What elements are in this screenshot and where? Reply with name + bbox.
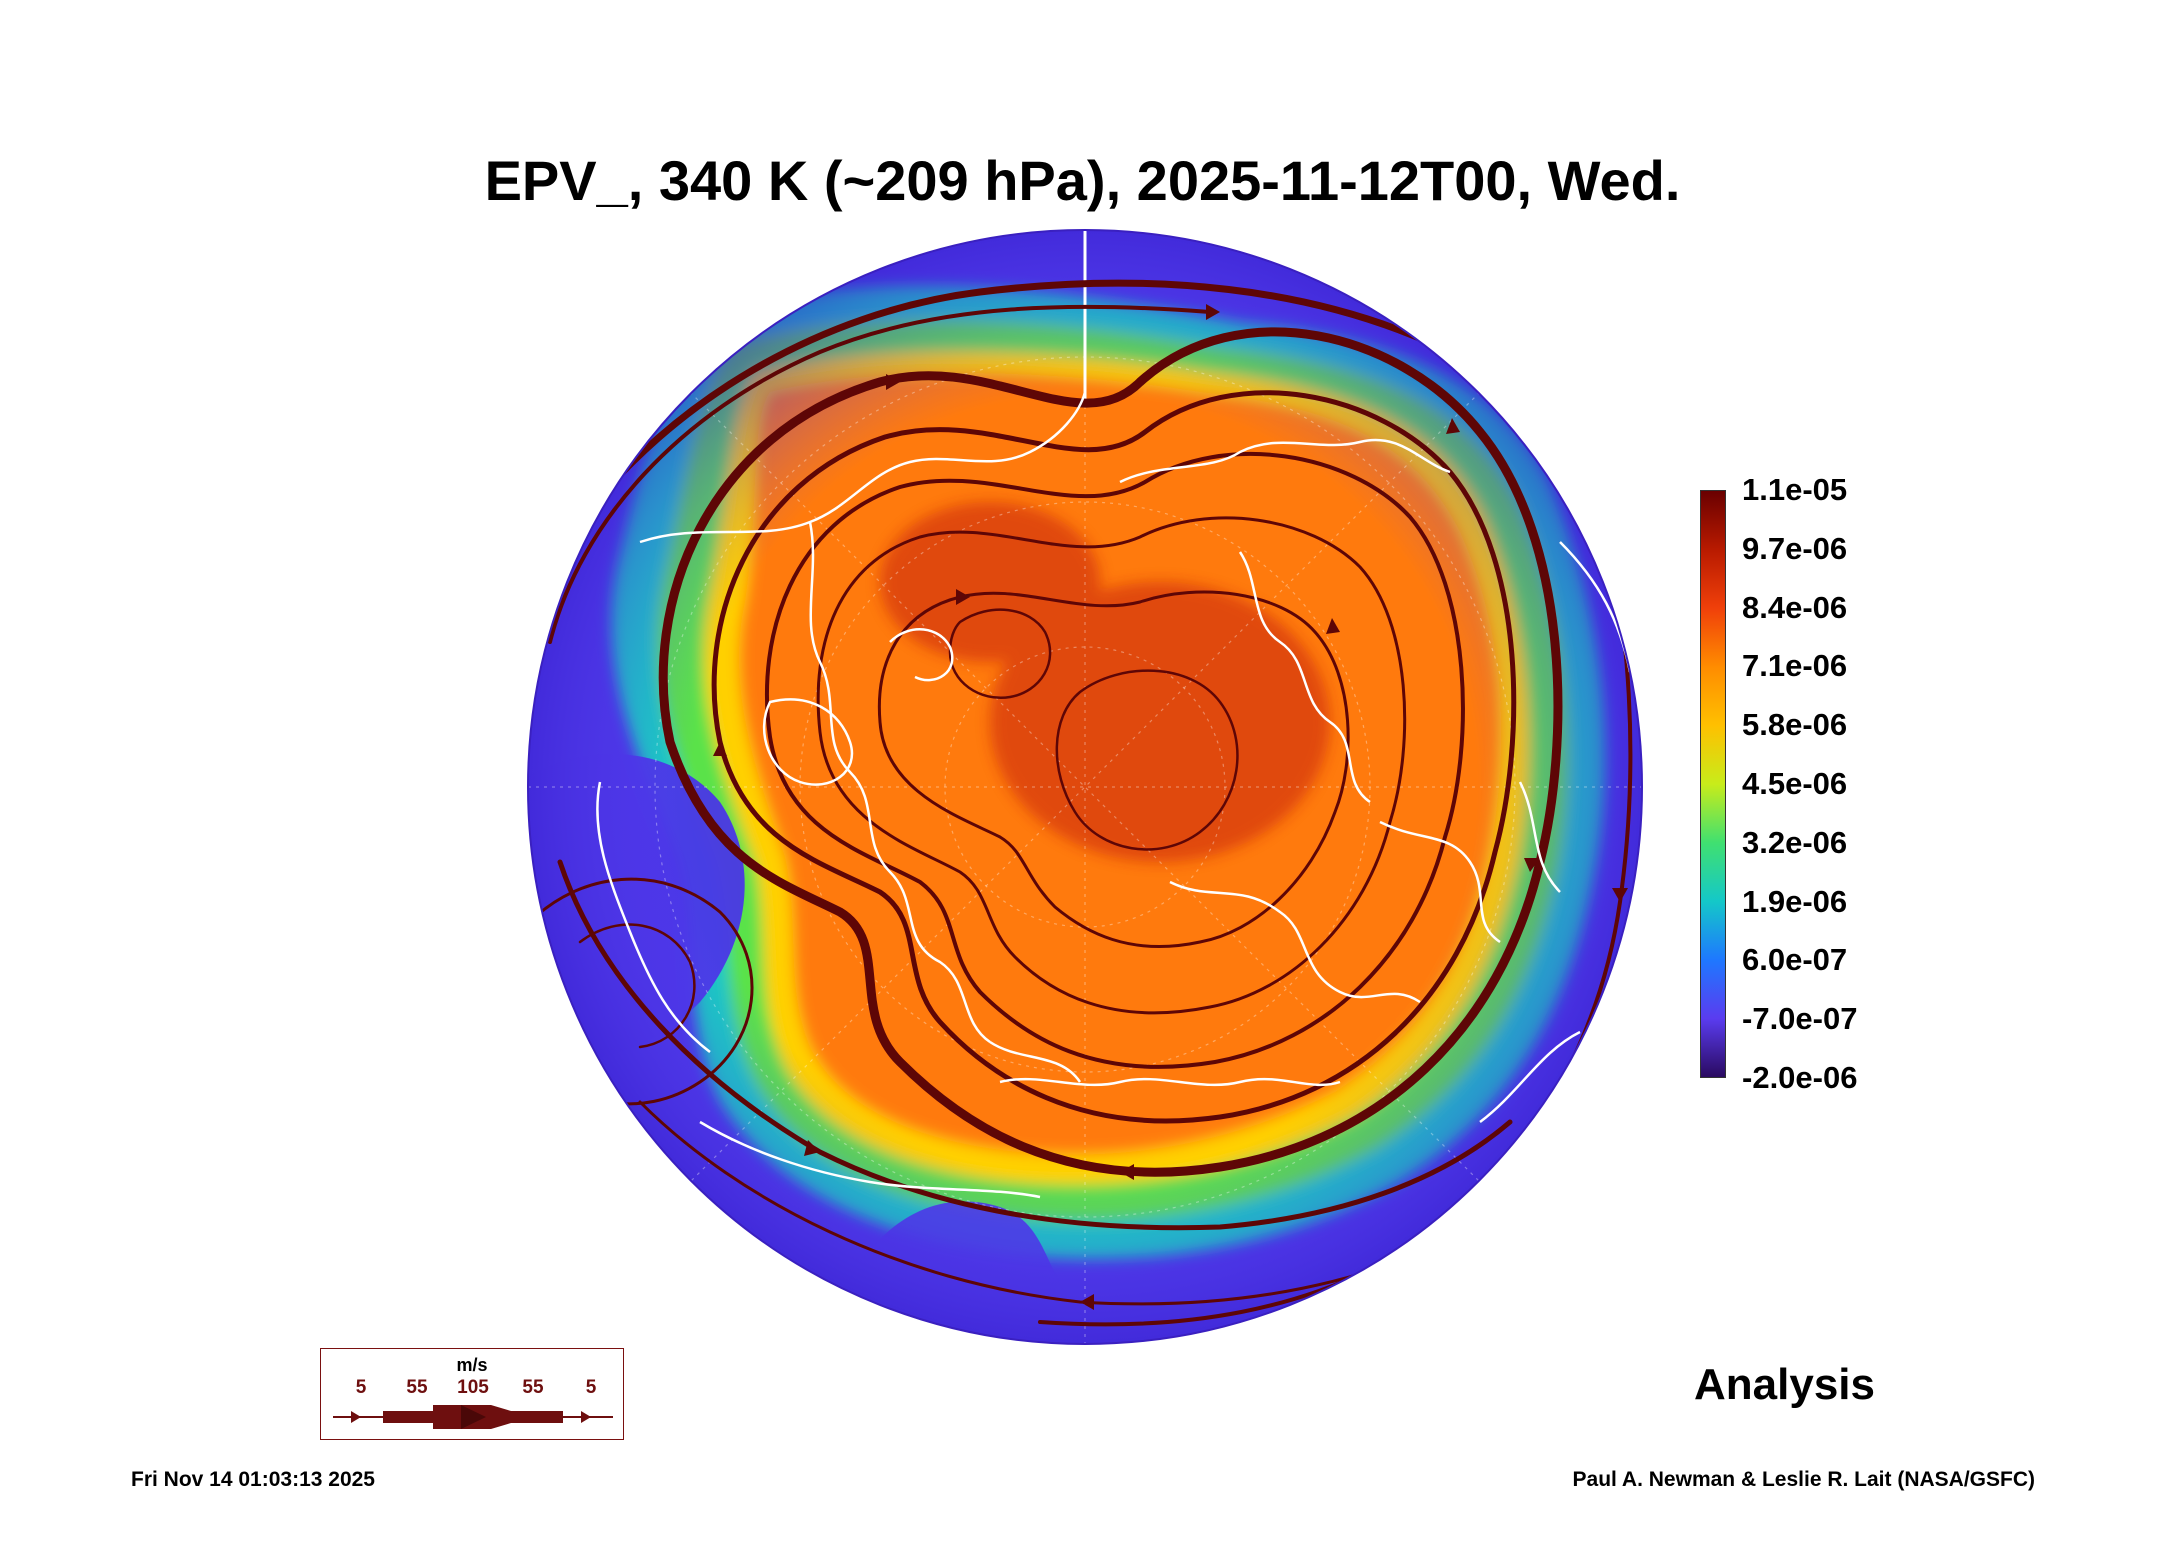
map-border: [527, 229, 1643, 1345]
colorbar-tick-label: 5.8e-06: [1742, 707, 1848, 743]
colorbar-tick-label: 3.2e-06: [1742, 824, 1848, 860]
colorbar-tick-label: 7.1e-06: [1742, 648, 1848, 684]
analysis-label: Analysis: [1694, 1360, 1875, 1409]
colorbar-tick-label: 1.9e-06: [1742, 883, 1848, 919]
polar-map: [527, 229, 1643, 1345]
timestamp: Fri Nov 14 01:03:13 2025: [131, 1468, 375, 1491]
coastlines: [596, 391, 1632, 1199]
colorbar-tick-label: 1.1e-05: [1742, 472, 1848, 507]
wind-legend-value: 55: [522, 1377, 544, 1398]
wind-speed-legend: m/s 5 55 105 55 5: [320, 1348, 624, 1440]
wind-legend-value: 105: [457, 1377, 489, 1398]
wind-legend-value: 55: [406, 1377, 428, 1398]
wind-legend-arrow: [333, 1405, 613, 1429]
wind-legend-value: 5: [585, 1377, 597, 1398]
colorbar-tick-label: 8.4e-06: [1742, 589, 1848, 625]
pv-rim-shade: [528, 230, 1642, 1344]
wind-legend-unit: m/s: [456, 1355, 488, 1375]
colorbar-tick-label: -7.0e-07: [1742, 1001, 1858, 1037]
wind-legend-value: 5: [355, 1377, 367, 1398]
colorbar-tick-label: 9.7e-06: [1742, 530, 1848, 566]
colorbar-tick-label: 6.0e-07: [1742, 942, 1848, 978]
credit: Paul A. Newman & Leslie R. Lait (NASA/GS…: [1572, 1468, 2035, 1491]
plot-title: EPV_, 340 K (~209 hPa), 2025-11-12T00, W…: [484, 149, 1681, 212]
streamline-arrows: [713, 304, 1628, 1310]
colorbar-tick-label: 4.5e-06: [1742, 766, 1848, 801]
colorbar: [1700, 490, 1726, 1078]
colorbar-tick-label: -2.0e-06: [1742, 1060, 1858, 1095]
